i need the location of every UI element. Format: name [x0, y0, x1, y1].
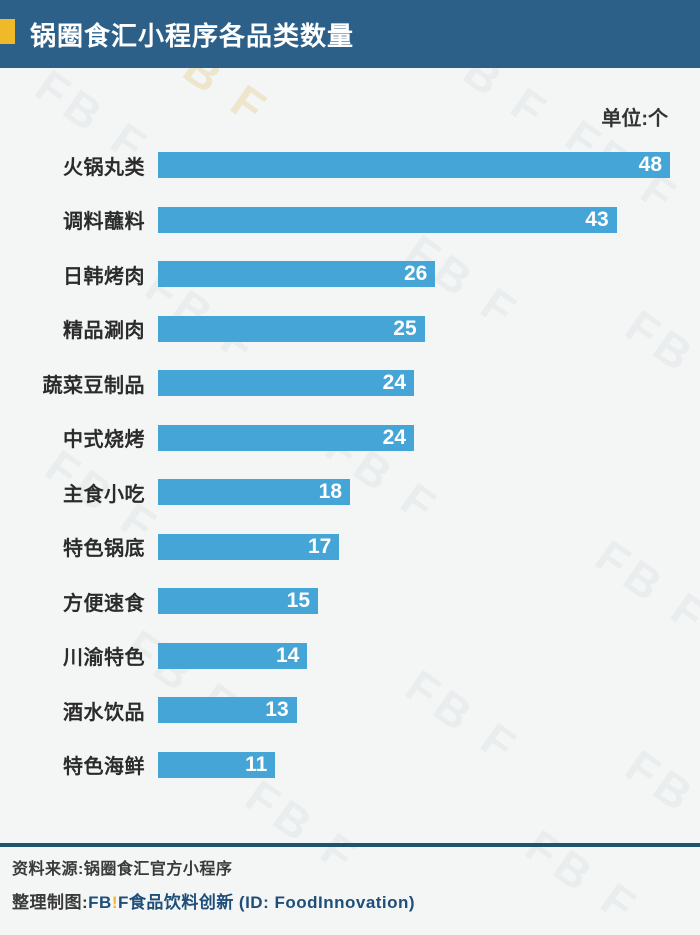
footer-divider [0, 843, 700, 847]
category-label: 主食小吃 [63, 483, 145, 506]
bar: 14 [158, 642, 308, 669]
bar-track: 25 [158, 315, 670, 342]
bar: 24 [158, 424, 414, 451]
bar: 43 [158, 206, 617, 233]
chart-row: 中式烧烤 24 [0, 411, 700, 466]
bar-value-label: 43 [585, 207, 609, 231]
chart-row: 方便速食 15 [0, 574, 700, 629]
unit-label: 单位:个 [601, 108, 668, 130]
bar-value-label: 13 [265, 698, 289, 722]
chart-row: 特色锅底 17 [0, 520, 700, 575]
chart-row: 火锅丸类 48 [0, 138, 700, 193]
bar: 24 [158, 370, 414, 397]
bar: 48 [158, 152, 670, 179]
credit-prefix: 整理制图: [12, 893, 89, 912]
page-title: 锅圈食汇小程序各品类数量 [30, 20, 355, 51]
fbif-logo-f: F [118, 893, 129, 912]
category-label: 方便速食 [63, 592, 145, 615]
footer: 资料来源:锅圈食汇官方小程序 整理制图: FB ! F 食品饮料创新 (ID: … [12, 855, 688, 913]
bar: 15 [158, 588, 318, 615]
category-label: 酒水饮品 [63, 701, 145, 724]
bar-track: 17 [158, 533, 670, 560]
bar-track: 13 [158, 697, 670, 724]
category-label: 蔬菜豆制品 [42, 374, 145, 397]
chart-row: 蔬菜豆制品 24 [0, 356, 700, 411]
chart-row: 川渝特色 14 [0, 629, 700, 684]
bar-track: 26 [158, 261, 670, 288]
category-label: 火锅丸类 [63, 156, 145, 179]
category-label: 特色海鲜 [63, 756, 145, 779]
header-bar: 锅圈食汇小程序各品类数量 [0, 0, 700, 68]
bar-track: 11 [158, 751, 670, 778]
chart-row: 精品涮肉 25 [0, 302, 700, 357]
chart-row: 调料蘸料 43 [0, 193, 700, 248]
bar-track: 18 [158, 479, 670, 506]
data-source-text: 资料来源:锅圈食汇官方小程序 [12, 861, 233, 878]
bar-value-label: 25 [393, 316, 417, 340]
credit-id: (ID: FoodInnovation) [238, 893, 416, 912]
bar-value-label: 17 [307, 534, 332, 558]
category-label: 特色锅底 [63, 538, 145, 561]
bar-value-label: 24 [382, 371, 406, 395]
bar-track: 24 [158, 370, 670, 397]
chart-row: 酒水饮品 13 [0, 683, 700, 738]
bar-track: 15 [158, 588, 670, 615]
bar-value-label: 11 [245, 752, 268, 776]
bar: 17 [158, 533, 340, 560]
bar-chart: 火锅丸类 48 调料蘸料 43 日韩烤肉 26 [0, 138, 700, 792]
bar: 18 [158, 479, 350, 506]
accent-square-icon [0, 19, 15, 44]
bar-track: 43 [158, 206, 670, 233]
category-label: 中式烧烤 [63, 429, 145, 452]
bar-value-label: 15 [286, 589, 310, 613]
category-label: 日韩烤肉 [63, 265, 145, 288]
category-label: 川渝特色 [63, 647, 145, 670]
bar-value-label: 18 [318, 480, 342, 504]
fbif-logo-fb: FB [88, 893, 112, 912]
bar-track: 14 [158, 642, 670, 669]
bar: 25 [158, 315, 425, 342]
bar-value-label: 26 [403, 262, 428, 286]
category-label: 精品涮肉 [63, 320, 145, 343]
bar: 13 [158, 697, 297, 724]
chart-row: 日韩烤肉 26 [0, 247, 700, 302]
bar-value-label: 24 [382, 425, 406, 449]
bar: 26 [158, 261, 436, 288]
bar-track: 48 [158, 152, 670, 179]
bar-track: 24 [158, 424, 670, 451]
credit-line: 整理制图: FB ! F 食品饮料创新 (ID: FoodInnovation) [12, 888, 688, 913]
bar-value-label: 48 [638, 153, 662, 177]
chart-row: 主食小吃 18 [0, 465, 700, 520]
bar-value-label: 14 [275, 643, 300, 667]
category-label: 调料蘸料 [63, 211, 145, 234]
bar: 11 [158, 751, 276, 778]
credit-brand: 食品饮料创新 [128, 893, 234, 912]
chart-row: 特色海鲜 11 [0, 738, 700, 793]
fbif-logo-exclamation: ! [111, 893, 119, 912]
